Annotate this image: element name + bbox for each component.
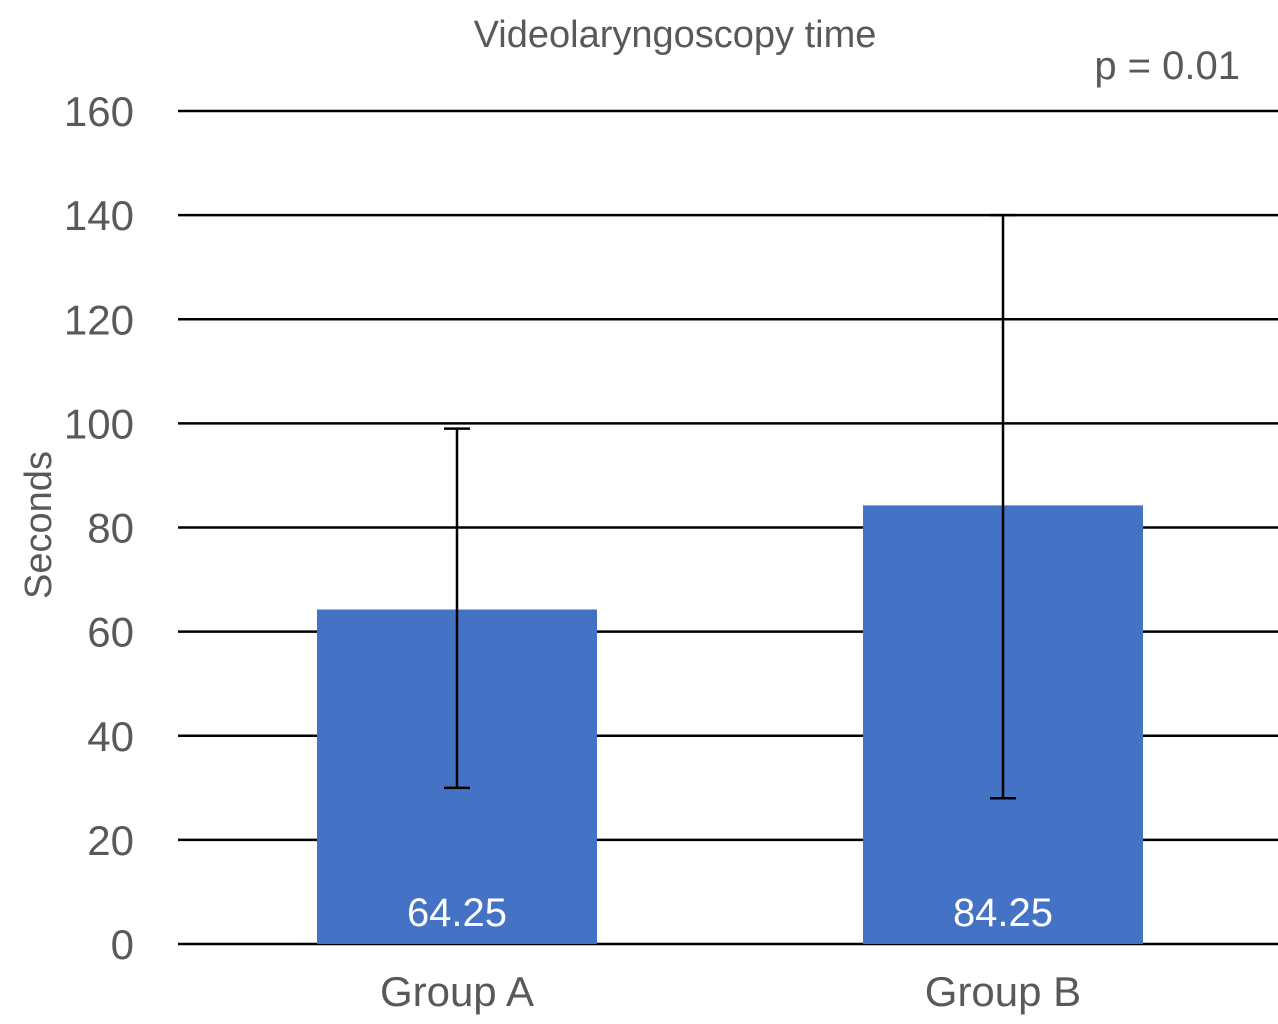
x-tick-label: Group A [380, 968, 534, 1015]
y-tick-label: 40 [87, 713, 134, 760]
error-bars [444, 213, 1016, 800]
data-labels: 64.25 84.25 [407, 891, 1053, 935]
error-bar [444, 427, 470, 790]
x-axis-tick-labels: Group A Group B [380, 968, 1081, 1015]
y-tick-label: 60 [87, 609, 134, 656]
data-label: 84.25 [953, 891, 1053, 935]
y-tick-label: 0 [111, 921, 134, 968]
y-tick-label: 140 [64, 192, 134, 239]
bars [317, 505, 1143, 944]
p-value-annotation: p = 0.01 [1094, 44, 1240, 88]
data-label: 64.25 [407, 891, 507, 935]
y-tick-label: 20 [87, 817, 134, 864]
y-tick-label: 80 [87, 505, 134, 552]
y-tick-label: 100 [64, 400, 134, 447]
y-axis-tick-labels: 0 20 40 60 80 100 120 140 160 [64, 88, 134, 968]
chart-title: Videolaryngoscopy time [474, 14, 877, 56]
y-axis-label: Seconds [18, 451, 60, 599]
y-tick-label: 120 [64, 296, 134, 343]
error-bar [990, 213, 1016, 800]
x-tick-label: Group B [925, 968, 1081, 1015]
y-tick-label: 160 [64, 88, 134, 135]
